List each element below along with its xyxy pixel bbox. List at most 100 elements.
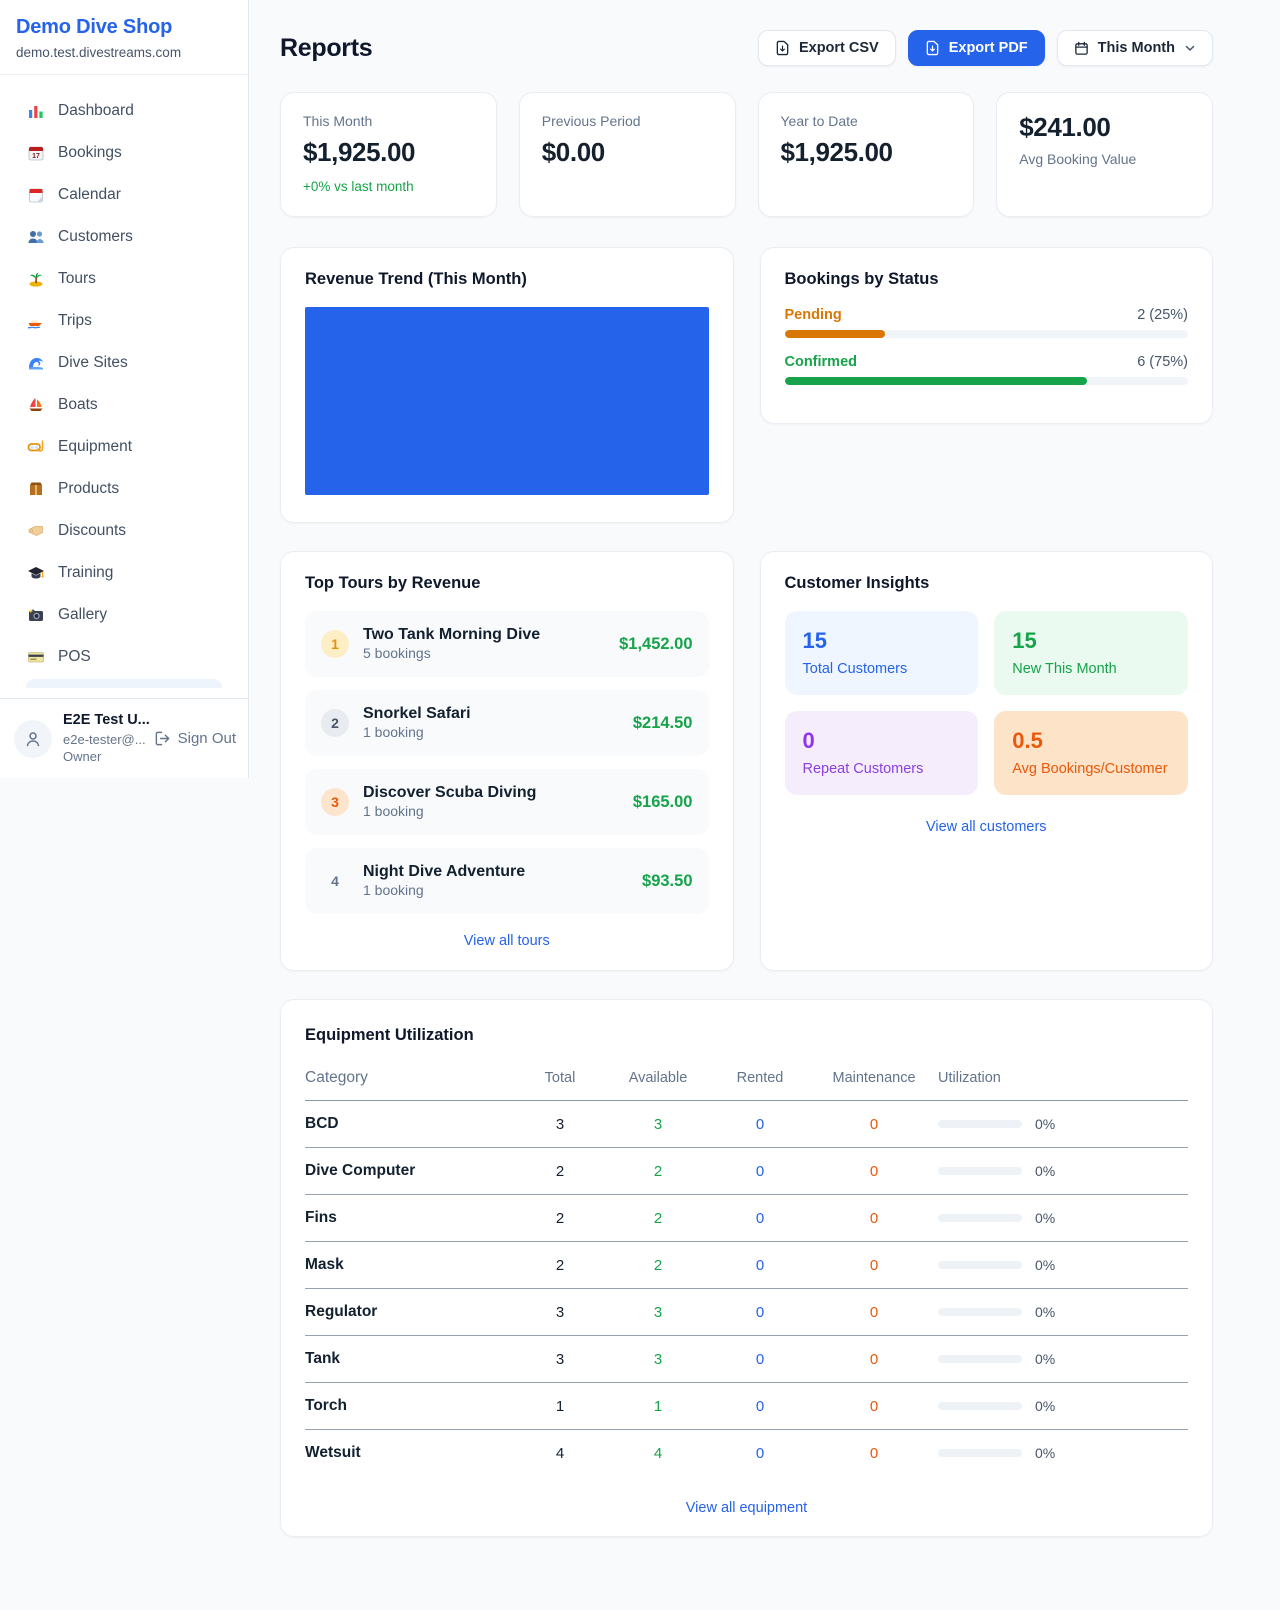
sidebar-item-products[interactable]: Products <box>12 469 236 508</box>
stat-card-year-to-date: Year to Date $1,925.00 <box>757 92 975 217</box>
main-content: Reports Export CSV Export PDF This Month… <box>249 0 1280 1577</box>
sidebar-item-boats[interactable]: Boats <box>12 385 236 424</box>
insight-label: New This Month <box>1012 661 1117 677</box>
tour-bookings: 5 bookings <box>363 645 431 662</box>
sidebar-item-discounts[interactable]: Discounts <box>12 511 236 550</box>
user-name: E2E Test U... <box>63 712 150 729</box>
column-header: Rented <box>736 1070 784 1086</box>
equipment-maintenance: 0 <box>869 1397 879 1415</box>
credit-card-icon <box>26 647 45 666</box>
status-bar-track <box>784 377 1188 385</box>
equipment-total: 3 <box>555 1303 565 1321</box>
sidebar-item-customers[interactable]: Customers <box>12 217 236 256</box>
rank-badge: 3 <box>321 788 349 816</box>
sidebar-active-item-partial[interactable] <box>26 679 222 688</box>
sailboat-icon <box>26 395 45 414</box>
view-all-tours-link[interactable]: View all tours <box>463 933 550 949</box>
equipment-category: Mask <box>305 1256 344 1273</box>
chevron-down-icon <box>1185 45 1195 51</box>
sidebar-item-training[interactable]: Training <box>12 553 236 592</box>
sidebar-item-trips[interactable]: Trips <box>12 301 236 340</box>
rank-badge: 4 <box>331 873 339 889</box>
camera-icon <box>26 605 45 624</box>
equipment-available: 2 <box>653 1209 663 1227</box>
file-download-icon <box>926 40 939 56</box>
utilization-percent: 0% <box>1035 1304 1056 1320</box>
tour-amount: $165.00 <box>632 792 693 811</box>
equipment-utilization-title: Equipment Utilization <box>305 1026 474 1044</box>
export-csv-label: Export CSV <box>798 40 879 56</box>
column-header: Utilization <box>938 1070 1001 1086</box>
view-all-customers-link[interactable]: View all customers <box>925 819 1047 835</box>
equipment-rented: 0 <box>755 1209 765 1227</box>
sidebar-item-dive-sites[interactable]: Dive Sites <box>12 343 236 382</box>
top-tours-card: Top Tours by Revenue 1 Two Tank Morning … <box>280 551 734 971</box>
brand-title: Demo Dive Shop <box>16 16 173 38</box>
equipment-category: Tank <box>305 1350 341 1367</box>
equipment-total: 3 <box>555 1350 565 1368</box>
user-section: E2E Test U... e2e-tester@... Owner Sign … <box>0 698 248 778</box>
sidebar-item-gallery[interactable]: Gallery <box>12 595 236 634</box>
stat-cards-row: This Month $1,925.00 +0% vs last month P… <box>280 92 1213 217</box>
stat-card-avg-booking-value: Avg Booking Value $241.00 <box>996 92 1213 217</box>
insight-tile-new-this-month: 15 New This Month <box>994 611 1188 695</box>
table-row: Torch 1 1 0 0 0% <box>305 1383 1188 1430</box>
equipment-rented: 0 <box>755 1397 765 1415</box>
period-select[interactable]: This Month <box>1056 30 1213 66</box>
svg-text:17: 17 <box>32 153 40 160</box>
status-bar-track <box>784 330 1188 338</box>
sidebar-item-bookings[interactable]: 17 Bookings <box>12 133 236 172</box>
page-title: Reports <box>280 33 373 62</box>
sidebar-item-pos[interactable]: POS <box>12 637 236 676</box>
calendar-icon <box>1074 41 1088 55</box>
tour-row: 2 Snorkel Safari 1 booking $214.50 <box>305 690 709 756</box>
stat-value: $0.00 <box>541 137 605 167</box>
utilization-bar <box>938 1308 1022 1316</box>
people-icon <box>26 227 45 246</box>
table-row: Wetsuit 4 4 0 0 0% <box>305 1430 1188 1476</box>
export-pdf-button[interactable]: Export PDF <box>907 30 1045 66</box>
tour-name: Night Dive Adventure <box>363 862 526 880</box>
stat-label: This Month <box>303 113 373 129</box>
sidebar-item-equipment[interactable]: Equipment <box>12 427 236 466</box>
equipment-rented: 0 <box>755 1350 765 1368</box>
equipment-rented: 0 <box>755 1303 765 1321</box>
view-all-equipment-link[interactable]: View all equipment <box>685 1500 808 1516</box>
sidebar-item-label: Dashboard <box>58 101 134 119</box>
utilization-bar <box>938 1120 1022 1128</box>
tour-name: Snorkel Safari <box>363 704 471 722</box>
export-csv-button[interactable]: Export CSV <box>757 30 896 66</box>
user-info: E2E Test U... e2e-tester@... Owner <box>63 711 150 766</box>
top-tours-title: Top Tours by Revenue <box>305 574 481 592</box>
sidebar-item-label: Tours <box>58 269 96 287</box>
stat-label: Previous Period <box>541 113 641 129</box>
sidebar-item-label: Customers <box>58 227 133 245</box>
logout-icon <box>155 731 169 746</box>
stat-card-previous-period: Previous Period $0.00 <box>518 92 736 217</box>
table-row: Regulator 3 3 0 0 0% <box>305 1289 1188 1336</box>
sidebar-item-tours[interactable]: Tours <box>12 259 236 298</box>
sidebar-item-label: Equipment <box>58 437 133 455</box>
tour-row: 3 Discover Scuba Diving 1 booking $165.00 <box>305 769 709 835</box>
insight-value: 15 <box>1012 628 1037 653</box>
rank-badge: 1 <box>321 630 349 658</box>
insight-tile-repeat-customers: 0 Repeat Customers <box>784 711 979 795</box>
equipment-rented: 0 <box>755 1115 765 1133</box>
sidebar-item-label: Calendar <box>58 185 121 203</box>
sidebar-item-label: Bookings <box>58 143 122 161</box>
insight-label: Avg Bookings/Customer <box>1012 761 1168 777</box>
tour-amount: $214.50 <box>632 713 693 732</box>
sidebar-item-calendar[interactable]: Calendar <box>12 175 236 214</box>
sign-out-button[interactable]: Sign Out <box>154 730 236 747</box>
brand-domain: demo.test.divestreams.com <box>16 45 182 60</box>
insight-value: 0 <box>802 728 815 753</box>
sidebar-item-dashboard[interactable]: Dashboard <box>12 91 236 130</box>
customer-insights-card: Customer Insights 15 Total Customers 15 … <box>759 551 1213 971</box>
column-header: Maintenance <box>832 1070 916 1086</box>
equipment-available: 4 <box>653 1444 663 1462</box>
file-download-icon <box>776 40 789 56</box>
graduation-cap-icon <box>26 563 45 582</box>
equipment-total: 2 <box>555 1162 565 1180</box>
sidebar-item-label: Gallery <box>58 605 108 623</box>
bookings-by-status-card: Bookings by Status Pending 2 (25%) Confi… <box>759 247 1213 424</box>
